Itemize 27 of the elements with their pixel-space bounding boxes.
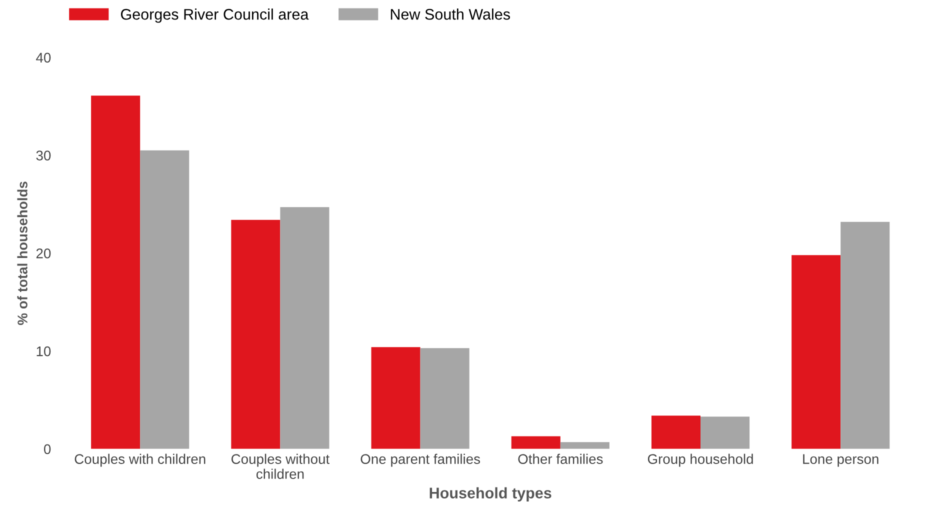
bar	[420, 348, 470, 449]
legend-label: Georges River Council area	[120, 8, 309, 23]
bar	[560, 442, 610, 449]
y-tick-label: 0	[44, 444, 51, 454]
x-tick-label: Lone person	[803, 454, 878, 467]
x-axis-title: Household types	[430, 487, 552, 502]
x-tick-label: One parent families	[360, 454, 480, 467]
y-tick-label: 40	[36, 52, 51, 63]
legend-label: New South Wales	[390, 8, 510, 20]
bar	[371, 347, 420, 449]
bar	[91, 96, 140, 449]
x-tick-label: Couples with children	[74, 454, 206, 467]
x-tick-label: Group household	[648, 454, 753, 467]
bar	[651, 416, 700, 449]
bar	[231, 220, 280, 449]
x-tick-label: Other families	[518, 454, 603, 464]
bar	[840, 222, 890, 449]
bar	[280, 207, 330, 449]
bar	[700, 416, 750, 449]
y-tick-label: 30	[36, 150, 51, 160]
y-axis-title: % of total households	[17, 182, 28, 325]
y-tick-label: 10	[36, 346, 51, 356]
x-tick-label: Couples without children	[231, 454, 330, 479]
bar	[140, 150, 190, 449]
bar	[792, 255, 841, 449]
bar	[511, 436, 560, 449]
y-tick-label: 20	[36, 248, 51, 258]
